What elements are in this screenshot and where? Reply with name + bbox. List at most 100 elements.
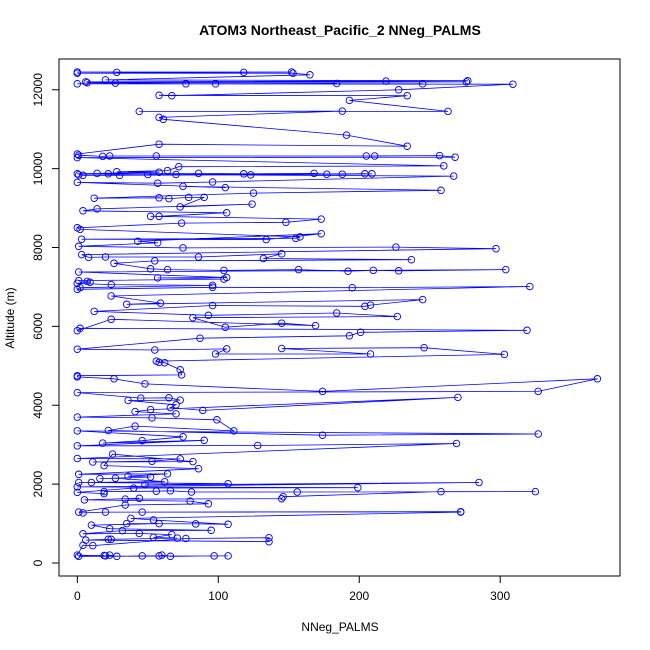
data-point [348,283,356,292]
data-point [111,474,120,482]
data-point [100,461,108,470]
data-point [394,267,403,275]
data-point [294,265,303,274]
data-point [211,350,220,358]
data-point [158,551,166,559]
data-point [107,315,115,324]
data-point [196,334,204,342]
data-point [74,552,83,561]
data-point [87,521,96,529]
data-point [208,178,217,186]
data-point [144,170,152,179]
data-point [177,371,186,379]
data-point [277,494,286,503]
data-point [155,552,163,560]
data-point [107,535,115,544]
chart-title: ATOM3 Northeast_Pacific_2 NNeg_PALMS [199,22,481,38]
data-point [289,69,297,77]
data-point [77,250,86,259]
data-point [105,524,114,533]
data-point [73,69,82,77]
data-point [166,552,175,561]
data-point [135,494,144,503]
data-point [332,309,341,317]
y-tick-label: 2000 [31,470,45,497]
data-point [262,235,270,244]
data-point [155,140,163,148]
data-point [160,477,169,486]
data-point [464,76,472,85]
data-point [115,171,124,180]
y-tick-label: 4000 [31,392,45,419]
data-point [141,481,149,489]
data-point [138,552,146,560]
data-point [191,520,200,528]
data-point [73,488,82,497]
data-point [208,301,217,310]
data-point [211,80,220,88]
data-point [74,508,83,516]
data-point [74,478,83,487]
data-point [345,332,354,340]
data-point [354,483,362,492]
data-point [210,552,218,560]
data-point [73,413,82,421]
data-point [113,552,121,561]
data-point [287,68,296,76]
data-point [121,501,129,509]
data-point [173,534,182,542]
data-point [74,470,83,479]
data-point [382,77,390,85]
data-point [104,426,113,435]
data-point [449,172,458,180]
data-point [526,282,534,291]
data-point [194,169,203,178]
data-point [152,152,161,160]
data-point [440,162,448,170]
data-point [74,242,83,251]
data-point [134,237,142,245]
data-point [168,530,176,539]
data-point [93,205,101,213]
x-tick-label: 300 [490,589,510,603]
data-point [224,520,232,529]
data-point [82,78,90,86]
data-point [122,300,131,309]
data-point [73,442,82,450]
data-point [444,107,452,116]
data-point [74,268,83,276]
data-point [90,194,98,202]
data-point [155,212,163,221]
data-point [121,495,129,503]
data-point [420,343,428,352]
data-point [100,551,108,560]
data-point [153,239,162,247]
data-point [179,244,187,252]
data-point [265,533,273,542]
data-point [342,131,351,139]
data-point [73,285,82,294]
data-point [105,152,114,160]
data-point [148,457,156,465]
data-point [87,478,96,487]
data-point [296,233,304,241]
data-point [124,472,132,480]
data-point [131,407,139,416]
data-point [239,170,248,178]
y-tick-label: 6000 [31,313,45,340]
data-point [318,431,327,439]
data-point [111,79,120,87]
data-point [176,366,184,374]
data-point [83,78,91,87]
data-point [179,433,187,441]
data-point [73,153,82,162]
y-tick-label: 8000 [31,234,45,261]
data-point [168,91,176,100]
data-point [407,255,416,264]
data-point [163,470,172,478]
data-point [105,551,114,559]
data-point [221,183,230,192]
data-point [153,179,162,187]
data-point [509,80,517,88]
data-point [73,80,82,88]
